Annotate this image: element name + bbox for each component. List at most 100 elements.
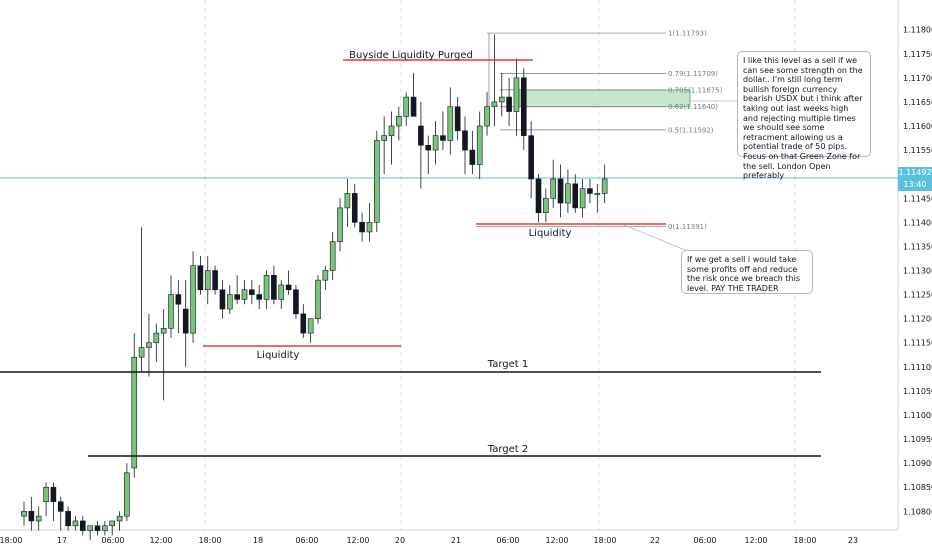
y-tick-label-11: 1.11250 [903, 291, 932, 300]
liquidity-label-left: Liquidity [257, 350, 300, 361]
candle-62 [476, 111, 483, 179]
candle-34 [271, 265, 277, 305]
candle-body-35 [278, 284, 285, 300]
candle-46 [359, 212, 365, 242]
candle-9 [87, 525, 93, 541]
candle-body-74 [565, 183, 571, 204]
candle-body-9 [87, 525, 93, 531]
candle-body-7 [72, 520, 79, 527]
candle-6 [65, 506, 71, 531]
candle-13 [116, 511, 123, 531]
candle-30 [241, 280, 248, 305]
candle-77 [587, 178, 593, 204]
y-tick-label-2: 1.11700 [903, 74, 932, 83]
candle-38 [300, 304, 307, 338]
candle-body-45 [351, 193, 358, 223]
x-tick-label-6: 06:00 [295, 536, 318, 545]
candle-5 [57, 496, 64, 531]
candle-23 [190, 251, 196, 343]
sell-zone [519, 89, 691, 108]
candle-body-54 [418, 125, 424, 146]
target-2-label: Target 2 [487, 444, 528, 455]
candle-43 [337, 198, 343, 252]
candle-body-79 [601, 178, 608, 194]
candle-body-28 [227, 294, 233, 310]
candle-body-72 [550, 178, 557, 199]
x-tick-label-10: 06:00 [496, 536, 519, 545]
candle-16 [138, 227, 145, 372]
candle-body-69 [528, 135, 534, 180]
liquidity-label-right: Liquidity [529, 228, 572, 239]
candle-body-49 [381, 135, 387, 141]
candle-body-37 [293, 289, 299, 315]
target-1-label: Target 1 [487, 359, 528, 370]
current-price-badge: 1.11492 [898, 167, 932, 179]
candle-body-2 [35, 515, 42, 522]
candle-65 [498, 73, 505, 117]
take-profit-note: If we get a sell i would take some profi… [681, 250, 813, 294]
candle-25 [204, 256, 211, 305]
x-tick-label-14: 06:00 [693, 536, 716, 545]
candle-1 [28, 496, 35, 531]
candle-body-56 [432, 135, 439, 151]
candle-body-14 [124, 472, 130, 517]
x-tick-label-3: 12:00 [149, 536, 172, 545]
x-tick-label-0: 18:00 [0, 536, 23, 545]
candle-body-77 [587, 188, 593, 194]
candle-12 [109, 520, 115, 536]
candle-7 [72, 516, 79, 531]
candle-body-51 [396, 116, 402, 127]
candle-body-34 [271, 275, 277, 300]
y-tick-label-10: 1.11300 [903, 267, 932, 276]
y-tick-label-9: 1.11350 [903, 242, 932, 251]
candle-47 [366, 203, 373, 242]
candle-body-12 [109, 520, 115, 527]
candle-59 [454, 97, 461, 141]
candle-body-68 [520, 77, 527, 136]
x-tick-label-7: 12:00 [346, 536, 369, 545]
candle-26 [212, 265, 218, 295]
y-tick-label-14: 1.11100 [903, 363, 932, 372]
candle-body-52 [403, 96, 410, 117]
candle-body-63 [484, 106, 490, 127]
candle-body-18 [153, 332, 160, 344]
x-tick-label-8: 20 [395, 536, 405, 545]
candle-29 [234, 275, 240, 305]
candle-28 [227, 284, 233, 314]
candle-51 [396, 106, 402, 141]
x-tick-label-1: 17 [57, 536, 67, 545]
x-tick-label-12: 18:00 [593, 536, 616, 545]
candle-body-46 [359, 222, 365, 233]
candle-body-26 [212, 270, 218, 291]
candle-58 [447, 87, 454, 155]
candle-body-66 [506, 96, 512, 112]
candle-body-23 [190, 265, 196, 334]
candle-body-21 [175, 294, 182, 305]
candle-8 [80, 516, 86, 536]
candle-body-43 [337, 207, 343, 242]
buyside-liquidity-label: Buyside Liquidity Purged [349, 50, 473, 61]
candle-body-48 [373, 140, 380, 223]
candle-50 [388, 111, 395, 165]
candle-19 [160, 309, 167, 401]
candle-body-1 [28, 511, 35, 522]
candle-64 [491, 34, 498, 127]
candle-63 [484, 92, 490, 136]
candle-body-16 [138, 347, 145, 358]
candle-body-3 [43, 486, 49, 502]
trade-idea-note: I like this level as a sell if we can se… [737, 51, 871, 180]
candle-body-39 [307, 318, 314, 334]
candle-11 [102, 520, 108, 536]
candle-body-67 [513, 77, 520, 112]
fib-label-1: 0.79(1.11709) [668, 70, 718, 78]
candle-54 [418, 101, 424, 189]
candle-78 [594, 183, 601, 213]
y-tick-label-17: 1.10950 [903, 435, 932, 444]
candle-48 [373, 130, 380, 232]
candle-37 [293, 284, 299, 319]
candle-52 [403, 92, 410, 127]
y-tick-label-13: 1.11150 [903, 339, 932, 348]
candle-body-76 [579, 188, 586, 209]
candle-21 [175, 280, 182, 334]
